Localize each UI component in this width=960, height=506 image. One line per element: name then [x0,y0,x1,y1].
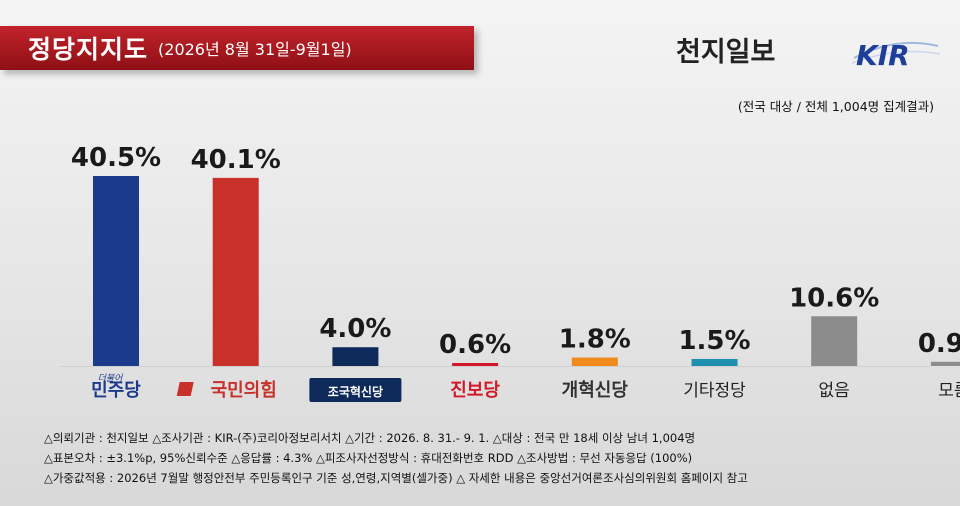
brand-name: 천지일보 [676,37,776,68]
kir-logo: KIR [851,39,941,70]
bar-1 [93,176,139,366]
value-label-4: 0.6% [439,330,511,360]
title-banner: 정당지지도 (2026년 8월 31일-9월1일) [0,26,474,70]
survey-scope: (전국 대상 / 전체 1,004명 집계결과) [737,99,934,114]
category-logo-small-text: 더불어 [98,373,124,384]
survey-footnotes: △의뢰기관 : 천지일보 △조사기관 : KIR-(주)코리아정보리서치 △기간… [44,428,944,488]
value-label-3: 4.0% [319,314,391,344]
category-label-8: 모름 [938,381,960,401]
kir-logo-text: KIR [856,39,910,70]
footnote-line: △가중값적용 : 2026년 7월말 행정안전부 주민등록인구 기준 성,연령,… [44,471,748,485]
category-logo-box [309,378,402,402]
survey-period: (2026년 8월 31일-9월1일) [158,40,352,59]
bar-4 [452,363,499,366]
category-label-5: 개혁신당 [562,379,629,401]
value-label-2: 40.1% [191,145,281,175]
bar-6 [691,358,738,366]
value-label-6: 1.5% [678,326,750,356]
category-label-6: 기타정당 [683,381,746,401]
category-label-4: 진보당 [450,380,500,401]
bar-5 [571,357,618,366]
footnote-line: △의뢰기관 : 천지일보 △조사기관 : KIR-(주)코리아정보리서치 △기간… [44,431,696,445]
value-label-1: 40.5% [71,143,161,173]
category-label-2: 국민의힘 [211,380,277,401]
page-title: 정당지지도 [28,35,149,64]
value-label-7: 10.6% [789,283,879,313]
category-label-3: 조국혁신당 [328,384,383,399]
party-mark-icon [176,382,194,396]
category-label-1: 민주당 [91,380,141,401]
bar-2 [212,177,259,366]
bar-7 [811,316,858,366]
bar-3 [332,347,379,366]
value-label-8: 0.9% [918,329,960,359]
footnote-line: △표본오차 : ±3.1%p, 95%신뢰수준 △응답률 : 4.3% △피조사… [44,451,693,465]
bar-8 [930,361,960,366]
value-label-5: 1.8% [559,325,631,355]
category-label-7: 없음 [819,381,850,401]
